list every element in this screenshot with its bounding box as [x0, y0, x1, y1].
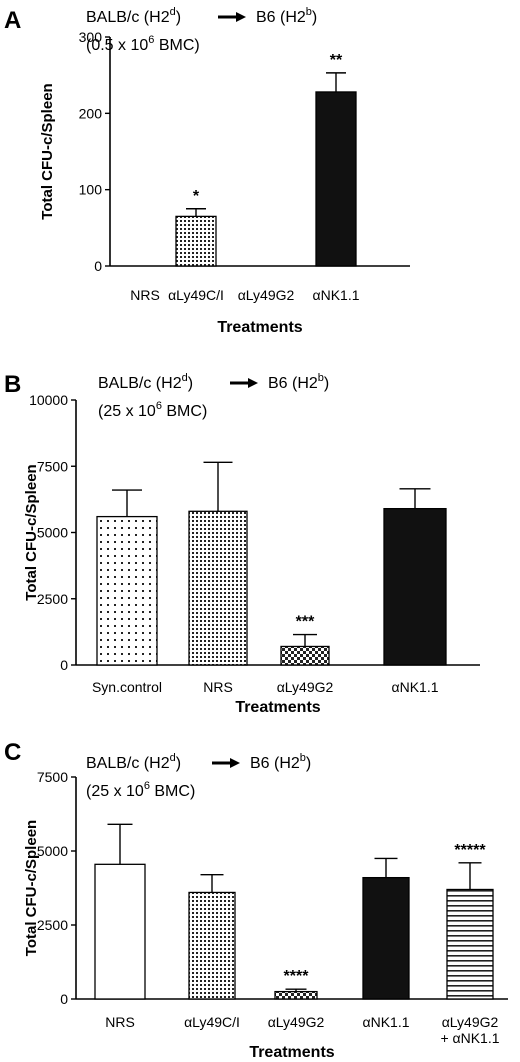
x-axis-label: Treatments [249, 1044, 334, 1061]
y-tick-label: 7500 [37, 458, 68, 474]
category-label: NRS [105, 1014, 135, 1030]
significance-label: ** [330, 52, 343, 69]
x-axis-label: Treatments [217, 319, 302, 336]
significance-label: ***** [454, 842, 486, 859]
panel-c: C BALB/c (H2d) B6 (H2b) (25 x 106 BMC) 0 2500… [4, 739, 508, 1061]
category-label: αNK1.1 [391, 679, 438, 695]
y-tick-label: 2500 [37, 591, 68, 607]
recipient-label: B6 (H2b) [268, 372, 329, 392]
category-label: αLy49G2 [442, 1014, 499, 1030]
y-tick-label: 300 [79, 29, 103, 45]
y-tick-label: 10000 [29, 392, 68, 408]
arrow-head-icon [248, 378, 258, 388]
y-tick-label: 0 [60, 657, 68, 673]
category-label: + αNK1.1 [440, 1030, 499, 1046]
bar [315, 91, 357, 267]
category-label: αLy49C/I [184, 1014, 240, 1030]
donor-label: BALB/c (H2d) [86, 752, 181, 772]
category-label: αNK1.1 [362, 1014, 409, 1030]
category-label: αLy49G2 [277, 679, 334, 695]
category-label: αLy49G2 [268, 1014, 325, 1030]
arrow-head-icon [236, 12, 246, 22]
category-label: αLy49G2 [238, 287, 295, 303]
bar [383, 507, 447, 666]
panels: A BALB/c (H2d) B6 (H2b) (0.5 x 106 BMC) 0 100… [4, 6, 508, 1061]
bar [175, 215, 217, 267]
panel-a: A BALB/c (H2d) B6 (H2b) (0.5 x 106 BMC) 0 100… [4, 6, 410, 336]
significance-label: * [193, 188, 200, 205]
panel-letter: A [4, 7, 21, 34]
panel-letter: B [4, 371, 21, 398]
arrow-head-icon [230, 758, 240, 768]
y-tick-label: 0 [60, 991, 68, 1007]
donor-label: BALB/c (H2d) [86, 6, 181, 26]
dose-label: (25 x 106 BMC) [86, 780, 195, 800]
category-label: Syn.control [92, 679, 162, 695]
bar [94, 863, 146, 1000]
y-axis-label: Total CFU-c/Spleen [23, 464, 40, 600]
category-label: NRS [130, 287, 160, 303]
y-tick-label: 200 [79, 105, 103, 121]
bar [274, 990, 318, 1000]
dose-label: (25 x 106 BMC) [98, 400, 207, 420]
y-axis-label: Total CFU-c/Spleen [39, 83, 56, 219]
y-tick-label: 7500 [37, 769, 68, 785]
significance-label: **** [284, 968, 310, 985]
dose-label: (0.5 x 106 BMC) [86, 34, 200, 54]
bar [280, 645, 330, 666]
bar [362, 876, 410, 1000]
bar [188, 510, 248, 666]
y-axis-label: Total CFU-c/Spleen [23, 820, 40, 956]
x-axis-label: Treatments [235, 699, 320, 716]
donor-label: BALB/c (H2d) [98, 372, 193, 392]
bar [96, 515, 158, 666]
y-tick-label: 100 [79, 182, 103, 198]
y-tick-label: 2500 [37, 917, 68, 933]
category-label: NRS [203, 679, 233, 695]
category-label: αNK1.1 [312, 287, 359, 303]
y-tick-label: 5000 [37, 843, 68, 859]
significance-label: *** [296, 614, 315, 631]
y-tick-label: 0 [94, 258, 102, 274]
category-label: αLy49C/I [168, 287, 224, 303]
panel-letter: C [4, 739, 21, 766]
panel-b: B BALB/c (H2d) B6 (H2b) (25 x 106 BMC) 0 2500… [4, 371, 480, 716]
y-tick-label: 5000 [37, 525, 68, 541]
bar [446, 888, 494, 1000]
bar [188, 891, 236, 1000]
recipient-label: B6 (H2b) [250, 752, 311, 772]
recipient-label: B6 (H2b) [256, 6, 317, 26]
